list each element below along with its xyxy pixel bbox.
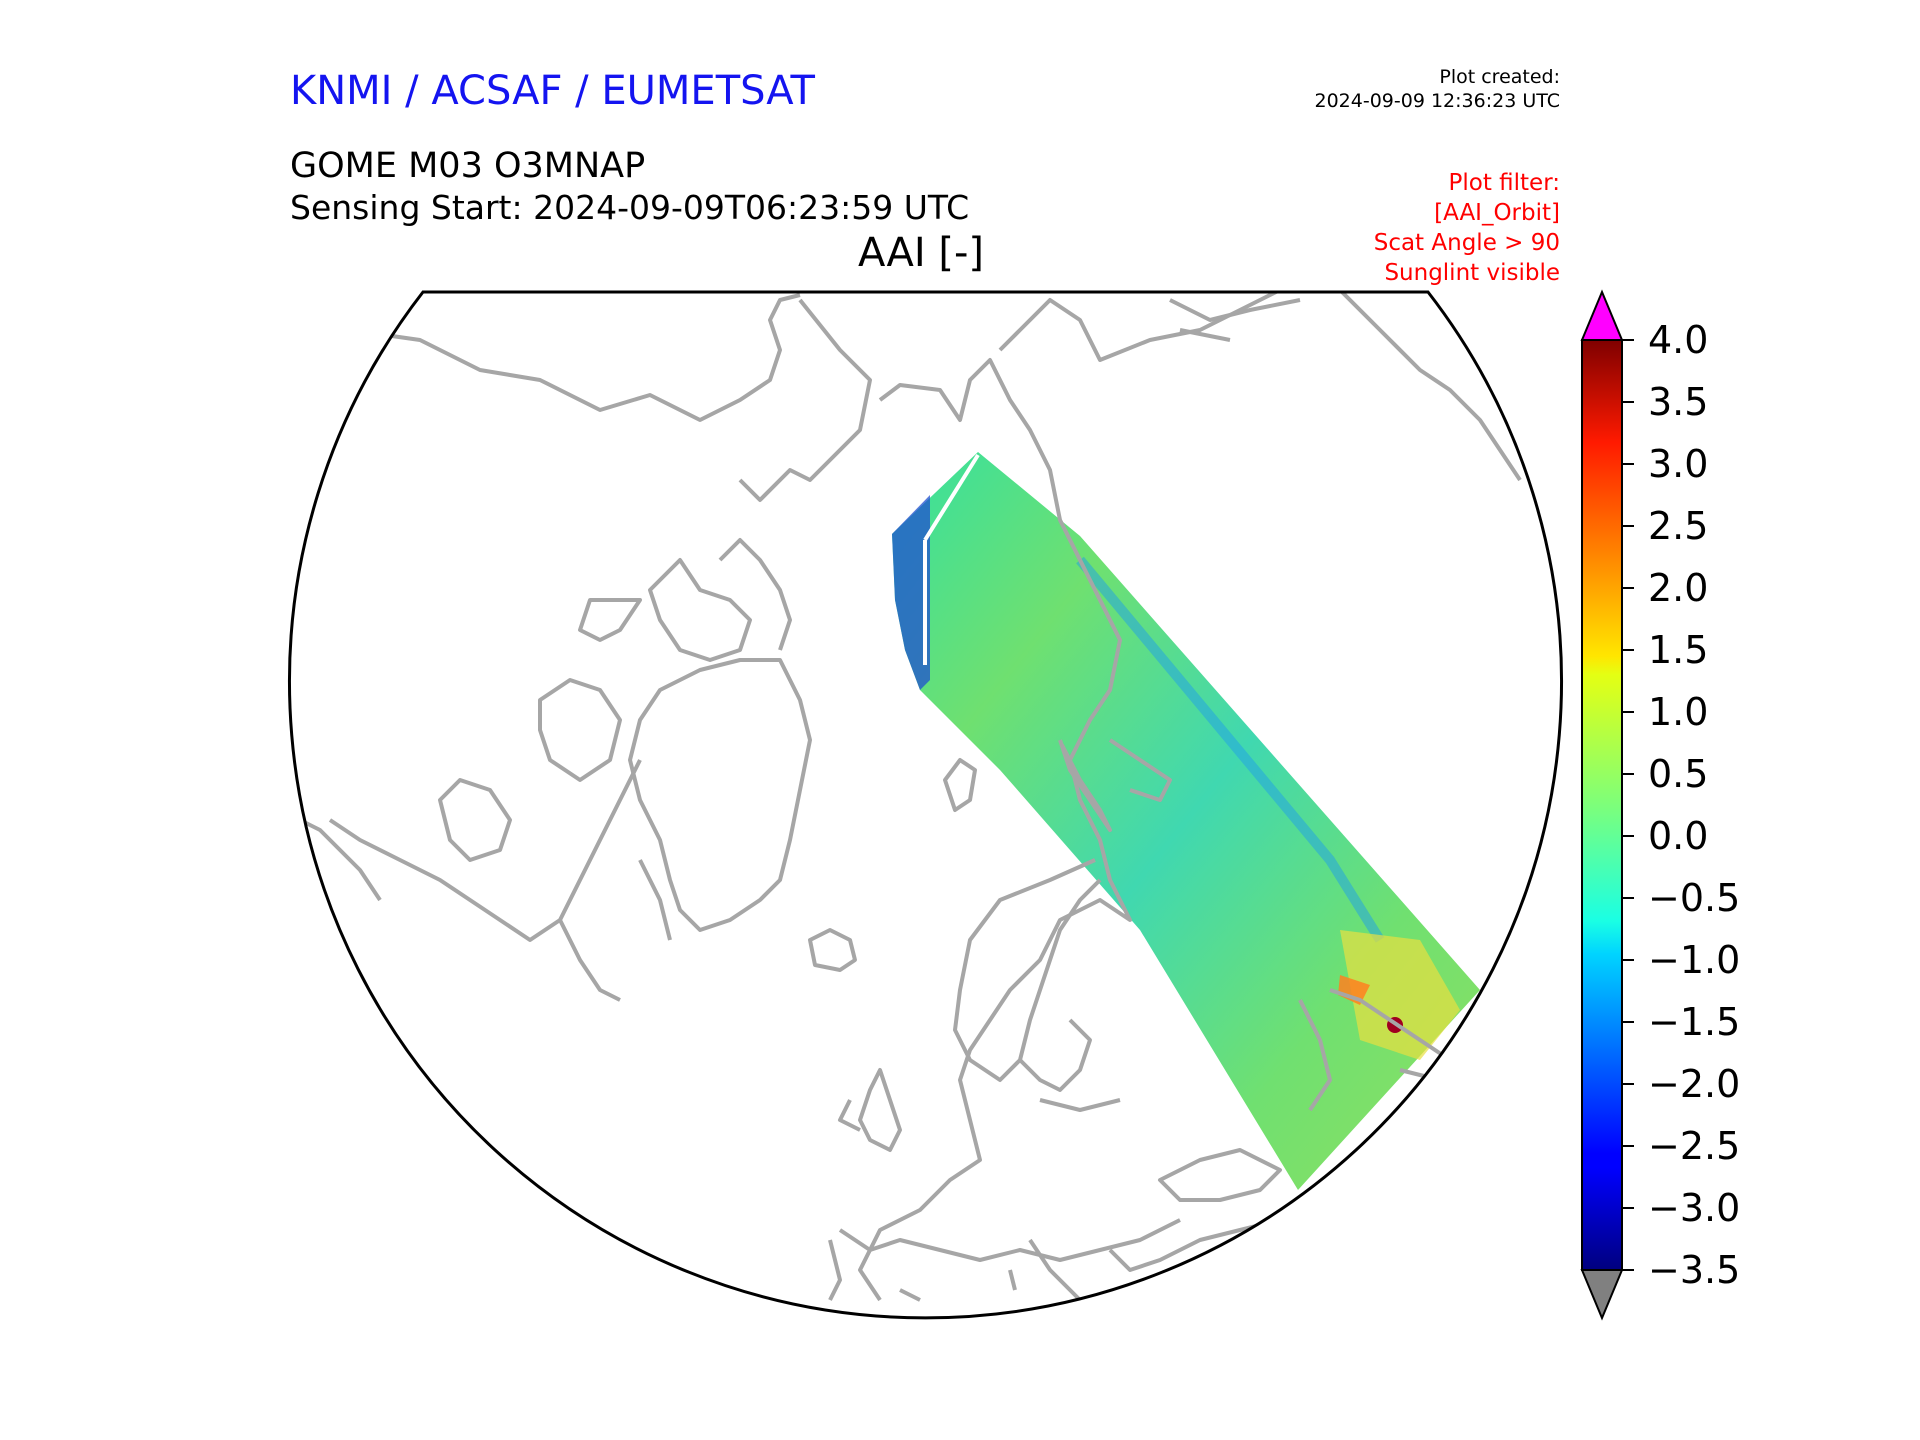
coast-taymyr [738, 298, 872, 502]
coast-baltic [1018, 1018, 1121, 1112]
colorbar-tick-label: 3.5 [1648, 380, 1709, 424]
aai-swath [892, 452, 1480, 1190]
colorbar-tick-label: 1.0 [1648, 690, 1709, 734]
plot-filter-line: [AAI_Orbit] [1434, 200, 1560, 226]
swath-gap-line [923, 453, 980, 665]
coast-canadian-arctic [578, 558, 752, 662]
colorbar-tick-label: −0.5 [1648, 876, 1741, 920]
coast-west-europe [838, 1218, 1181, 1262]
coast-beringia-north [998, 292, 1301, 362]
colorbar-gradient [1581, 339, 1623, 1271]
colorbar-tick-label: 4.0 [1648, 318, 1709, 362]
coast-iceland [808, 928, 857, 972]
colorbar-tick-label: 3.0 [1648, 442, 1709, 486]
colorbar-tick-label: 2.5 [1648, 504, 1709, 548]
colorbar-tick-label: 1.5 [1648, 628, 1709, 672]
variable-title: AAI [-] [858, 230, 984, 276]
coast-alaska-west [299, 818, 382, 902]
coast-laptev [878, 358, 1082, 561]
colorbar-tick-label: −3.5 [1648, 1248, 1741, 1292]
colorbar-tick-label: 0.5 [1648, 752, 1709, 796]
plot-filter-title: Plot filter: [1448, 170, 1560, 196]
coast-siberia-north [349, 293, 801, 422]
swath-orange-spot [1338, 975, 1370, 1005]
coast-british-isles [838, 1068, 902, 1152]
organizations-title: KNMI / ACSAF / EUMETSAT [290, 68, 815, 114]
colorbar-tick-label: −1.0 [1648, 938, 1741, 982]
plot-created-time: 2024-09-09 12:36:23 UTC [1314, 90, 1561, 112]
coast-novaya-zemlya [1058, 739, 1112, 832]
coast-canada-mainland [328, 759, 642, 942]
coast-hudson-bay [438, 778, 512, 862]
coast-italy [1008, 1238, 1082, 1302]
colorbar-tick-label: 2.0 [1648, 566, 1709, 610]
sensing-start: Sensing Start: 2024-09-09T06:23:59 UTC [290, 188, 970, 227]
coastlines [299, 292, 1522, 1302]
plot-filter-line: Sunglint visible [1384, 260, 1560, 286]
colorbar-tick-label: −3.0 [1648, 1186, 1741, 1230]
colorbar-tick-label: −1.5 [1648, 1000, 1741, 1044]
coast-labrador [558, 859, 672, 1002]
coast-baffin [538, 678, 622, 782]
swath-yellow-region [1340, 930, 1460, 1060]
swath-negative-edge [892, 495, 930, 690]
coast-black-sea-caspian [1158, 999, 1332, 1202]
coast-ellesmere [718, 538, 792, 651]
colorbar-over-triangle [1580, 289, 1624, 341]
colorbar-under-triangle [1580, 1269, 1624, 1321]
coast-greenland [628, 658, 812, 932]
plot-created-label: Plot created: [1439, 66, 1560, 88]
colorbar-tick-label: −2.5 [1648, 1124, 1741, 1168]
coast-alaska-north [1338, 292, 1522, 482]
coast-scandinavia [953, 858, 1102, 1082]
product-name: GOME M03 O3MNAP [290, 146, 646, 186]
coast-chukotka [1169, 298, 1301, 342]
coast-iberia [828, 1239, 921, 1302]
plot-filter: Plot filter: [AAI_Orbit] Scat Angle > 90… [1374, 168, 1560, 288]
plot-filter-line: Scat Angle > 90 [1373, 230, 1560, 256]
colorbar-tick-label: 0.0 [1648, 814, 1709, 858]
coast-white-sea [1108, 738, 1172, 802]
map-boundary [288, 290, 1563, 1320]
coast-greece-turkey [1108, 1218, 1281, 1272]
colorbar-tick-label: −2.0 [1648, 1062, 1741, 1106]
coast-scandinavia-russia [858, 559, 1132, 1302]
swath-blue-streak [1076, 556, 1385, 943]
coast-svalbard [943, 758, 977, 812]
